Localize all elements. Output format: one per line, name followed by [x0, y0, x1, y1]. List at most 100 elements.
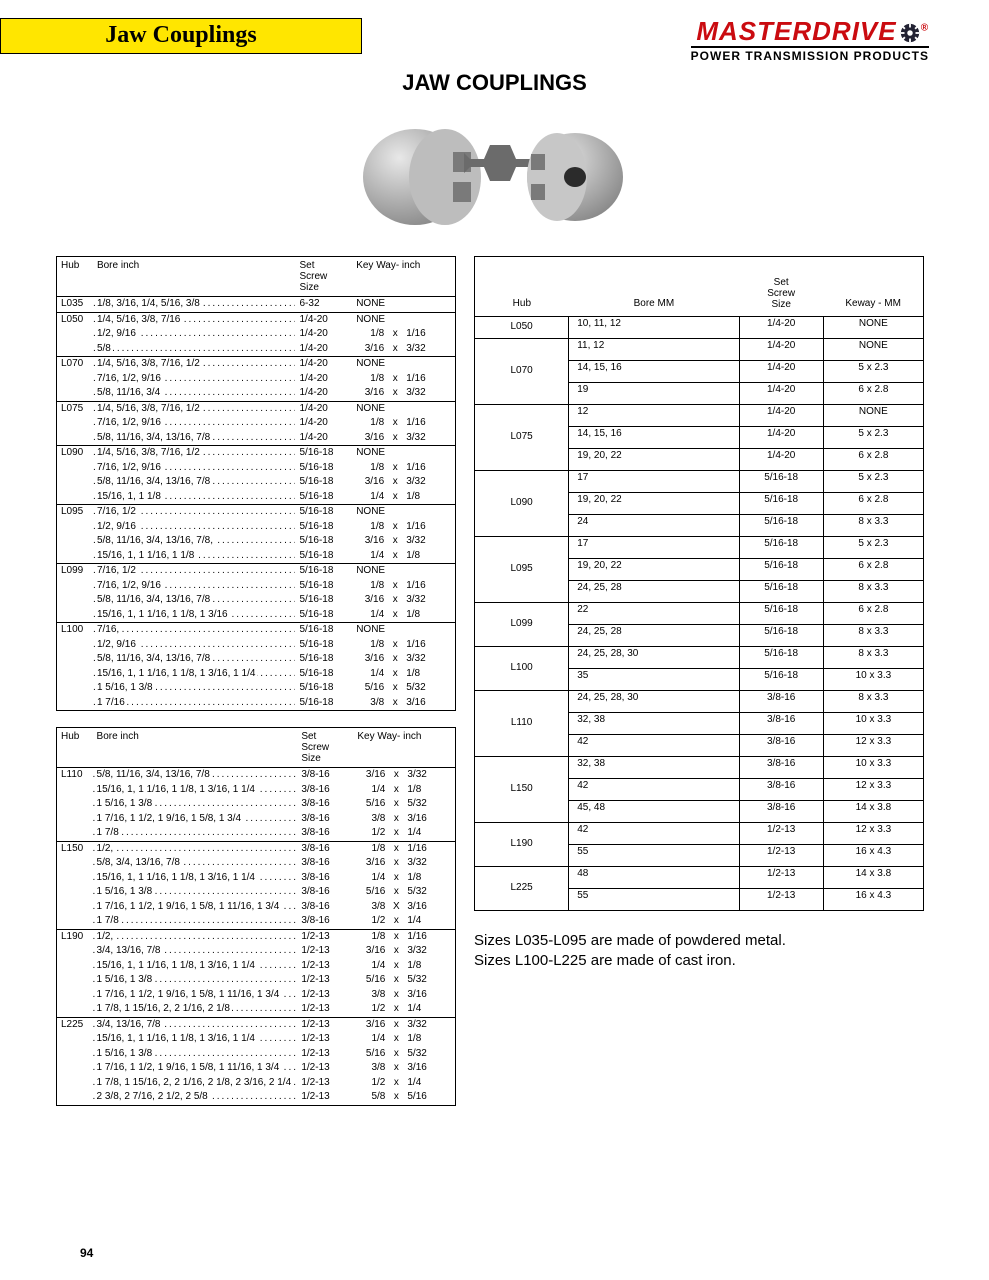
cell-key: 1/8x1/16	[353, 841, 455, 856]
cell-bore: 15/16, 1, 1 1/16, 1 1/8, 1 3/16	[93, 608, 296, 623]
cell-set: 5/16-18	[739, 493, 823, 515]
cell-bore: 1/4, 5/16, 3/8, 7/16, 1/2	[93, 446, 296, 461]
table-row: L07011, 121/4-20NONE	[475, 339, 924, 361]
cell-key: 6 x 2.8	[823, 383, 923, 405]
page-number: 94	[80, 1246, 93, 1260]
table-row: 1 7/16 5/16-183/8x3/16	[57, 696, 456, 711]
cell-hub	[57, 1047, 93, 1062]
cell-hub	[57, 871, 93, 886]
cell-set: 3/8-16	[297, 783, 353, 798]
cell-set: 3/8-16	[297, 871, 353, 886]
cell-bore: 7/16, 1/2, 9/16	[93, 461, 296, 476]
cell-key: 5/16x5/32	[353, 885, 455, 900]
cell-hub	[57, 696, 93, 711]
cell-bore: 1/2,	[93, 929, 298, 944]
cell-key: 1/8x1/16	[352, 638, 455, 653]
cell-set: 1/2-13	[739, 823, 823, 845]
cell-bore: 1/4, 5/16, 3/8, 7/16, 1/2	[93, 401, 296, 416]
cell-set: 3/8-16	[739, 691, 823, 713]
cell-hub	[57, 327, 93, 342]
cell-key: 1/8x1/16	[352, 579, 455, 594]
cell-bore: 1/4, 5/16, 3/8, 7/16	[93, 312, 296, 327]
cell-bore: 15/16, 1, 1 1/16, 1 1/8	[93, 549, 296, 564]
cell-set: 1/4-20	[739, 405, 823, 427]
cell-hub	[57, 652, 93, 667]
cell-set: 5/16-18	[295, 623, 352, 638]
table-row: L099225/16-186 x 2.8	[475, 603, 924, 625]
cell-bore: 22	[569, 603, 739, 625]
cell-key: 12 x 3.3	[823, 735, 923, 757]
page-title: JAW COUPLINGS	[0, 70, 989, 96]
cell-set: 5/16-18	[295, 564, 352, 579]
cell-set: 1/2-13	[297, 1002, 353, 1017]
cell-set: 1/2-13	[297, 1061, 353, 1076]
th-set: SetScrewSize	[295, 257, 352, 297]
cell-key: 1/4x1/8	[353, 871, 455, 886]
cell-key: 3/16x3/32	[353, 768, 455, 783]
cell-hub	[57, 638, 93, 653]
cell-bore: 5/8, 11/16, 3/4, 13/16, 7/8	[93, 652, 296, 667]
cell-key: NONE	[352, 312, 455, 327]
cell-key: 8 x 3.3	[823, 691, 923, 713]
cell-set: 1/4-20	[739, 317, 823, 339]
table-row: 5/8, 3/4, 13/16, 7/8 3/8-163/16x3/32	[57, 856, 456, 871]
cell-set: 3/8-16	[297, 841, 353, 856]
cell-bore: 1/2, 9/16	[93, 327, 296, 342]
brand-subtitle: POWER TRANSMISSION PRODUCTS	[691, 46, 929, 63]
cell-key: 5/8x5/16	[353, 1090, 455, 1105]
table-row: L1007/16, 5/16-18NONE	[57, 623, 456, 638]
cell-set: 1/4-20	[739, 383, 823, 405]
table-row: 1 7/16, 1 1/2, 1 9/16, 1 5/8, 1 3/4 3/8-…	[57, 812, 456, 827]
cell-set: 5/16-18	[295, 667, 352, 682]
cell-set: 1/2-13	[297, 1032, 353, 1047]
cell-key: 8 x 3.3	[823, 647, 923, 669]
cell-bore: 1 7/8	[93, 826, 298, 841]
table-row: 5/8 1/4-203/16x3/32	[57, 342, 456, 357]
cell-key: NONE	[352, 564, 455, 579]
cell-key: 3/16x3/32	[352, 431, 455, 446]
cell-hub	[57, 475, 93, 490]
cell-hub	[57, 461, 93, 476]
table-row: 7/16, 1/2, 9/16 5/16-181/8x1/16	[57, 579, 456, 594]
cell-key: 12 x 3.3	[823, 823, 923, 845]
cell-bore: 1/2,	[93, 841, 298, 856]
cell-set: 1/2-13	[297, 959, 353, 974]
cell-key: 6 x 2.8	[823, 603, 923, 625]
table-row: 1/2, 9/16 1/4-201/8x1/16	[57, 327, 456, 342]
cell-hub	[57, 959, 93, 974]
table-row: 1 7/16, 1 1/2, 1 9/16, 1 5/8, 1 11/16, 1…	[57, 900, 456, 915]
cell-hub: L150	[57, 841, 93, 856]
cell-bore: 19	[569, 383, 739, 405]
table-row: 5/8, 11/16, 3/4, 13/16, 7/8 1/4-203/16x3…	[57, 431, 456, 446]
cell-set: 1/4-20	[295, 327, 352, 342]
table-row: L0901/4, 5/16, 3/8, 7/16, 1/2 5/16-18NON…	[57, 446, 456, 461]
cell-bore: 1 7/16	[93, 696, 296, 711]
cell-key: 12 x 3.3	[823, 779, 923, 801]
cell-bore: 17	[569, 537, 739, 559]
cell-key: 1/2x1/4	[353, 914, 455, 929]
cell-bore: 7/16, 1/2	[93, 505, 296, 520]
cell-bore: 1 7/16, 1 1/2, 1 9/16, 1 5/8, 1 11/16, 1…	[93, 1061, 298, 1076]
cell-bore: 5/8, 11/16, 3/4, 13/16, 7/8,	[93, 534, 296, 549]
cell-set: 1/4-20	[295, 431, 352, 446]
cell-bore: 35	[569, 669, 739, 691]
cell-bore: 5/8	[93, 342, 296, 357]
cell-hub	[57, 1090, 93, 1105]
th-key: Key Way- inch	[352, 257, 455, 297]
cell-bore: 1 7/8, 1 15/16, 2, 2 1/16, 2 1/8, 2 3/16…	[93, 1076, 298, 1091]
th-set: SetScrewSize	[297, 728, 353, 768]
cell-bore: 24, 25, 28	[569, 581, 739, 603]
cell-hub	[57, 797, 93, 812]
cell-hub	[57, 900, 93, 915]
cell-bore: 1/2, 9/16	[93, 638, 296, 653]
cell-bore: 1 5/16, 1 3/8	[93, 885, 298, 900]
th-set: SetScrewSize	[739, 257, 823, 317]
cell-key: 1/4x1/8	[353, 783, 455, 798]
gear-icon	[899, 22, 921, 44]
table-row: 5/8, 11/16, 3/4, 13/16, 7/8, 5/16-183/16…	[57, 534, 456, 549]
cell-bore: 1 7/8, 1 15/16, 2, 2 1/16, 2 1/8	[93, 1002, 298, 1017]
cell-key: NONE	[352, 446, 455, 461]
cell-set: 5/16-18	[295, 505, 352, 520]
cell-hub	[57, 826, 93, 841]
cell-set: 5/16-18	[295, 446, 352, 461]
